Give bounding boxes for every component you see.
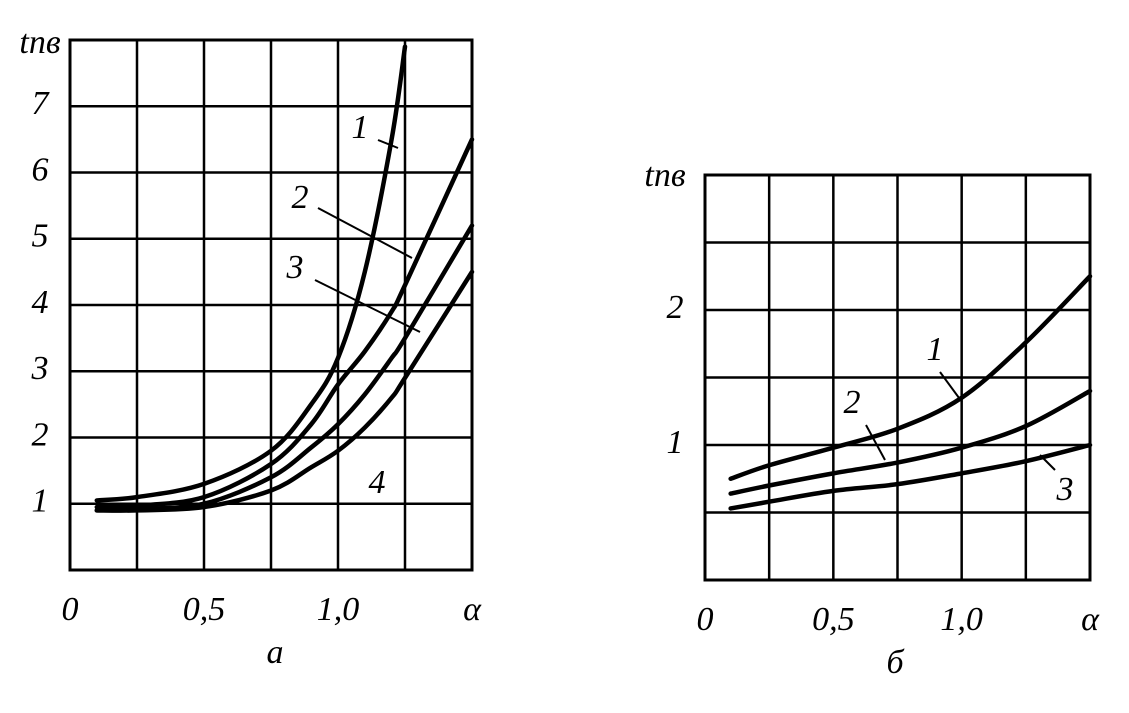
plot-frame <box>703 173 1092 582</box>
y-tick-label: 3 <box>31 350 49 387</box>
curve-label: 3 <box>1056 471 1074 508</box>
leader-line <box>865 424 886 461</box>
curve-label: 1 <box>927 331 944 368</box>
curve <box>728 388 1093 496</box>
x-axis-label: α <box>463 591 482 628</box>
curve <box>94 44 408 503</box>
curve-label: 2 <box>844 384 861 421</box>
leader-line <box>939 371 963 403</box>
y-tick-label: 2 <box>667 289 684 326</box>
y-axis-label: tпв <box>19 24 60 61</box>
y-tick-label: 1 <box>667 424 684 461</box>
x-tick-label: 1,0 <box>317 591 360 628</box>
y-tick-label: 2 <box>32 416 49 453</box>
leader-line <box>317 207 413 259</box>
curve-label: 3 <box>286 249 304 286</box>
x-axis-label: α <box>1081 601 1100 638</box>
curve-label: 4 <box>369 464 386 501</box>
y-tick-label: 4 <box>32 284 49 321</box>
curve <box>94 223 475 513</box>
y-tick-label: 7 <box>32 85 51 122</box>
plot-frame <box>68 38 474 572</box>
x-tick-label: 0,5 <box>183 591 226 628</box>
subtitle: б <box>886 644 905 681</box>
leader-line <box>1039 454 1056 471</box>
curve <box>728 442 1093 511</box>
x-tick-label: 0 <box>697 601 714 638</box>
curve <box>728 274 1093 481</box>
y-tick-label: 6 <box>32 151 49 188</box>
x-tick-label: 0 <box>62 591 79 628</box>
curve <box>94 269 475 513</box>
curve-label: 1 <box>352 109 369 146</box>
y-tick-label: 1 <box>32 483 49 520</box>
y-tick-label: 5 <box>32 218 49 255</box>
curve <box>94 137 475 510</box>
x-tick-label: 1,0 <box>940 601 983 638</box>
y-axis-label: tпв <box>644 157 685 194</box>
x-tick-label: 0,5 <box>812 601 855 638</box>
curve-label: 2 <box>292 179 309 216</box>
subtitle: a <box>267 634 284 671</box>
leader-line <box>314 279 421 333</box>
leader-line <box>377 139 399 149</box>
